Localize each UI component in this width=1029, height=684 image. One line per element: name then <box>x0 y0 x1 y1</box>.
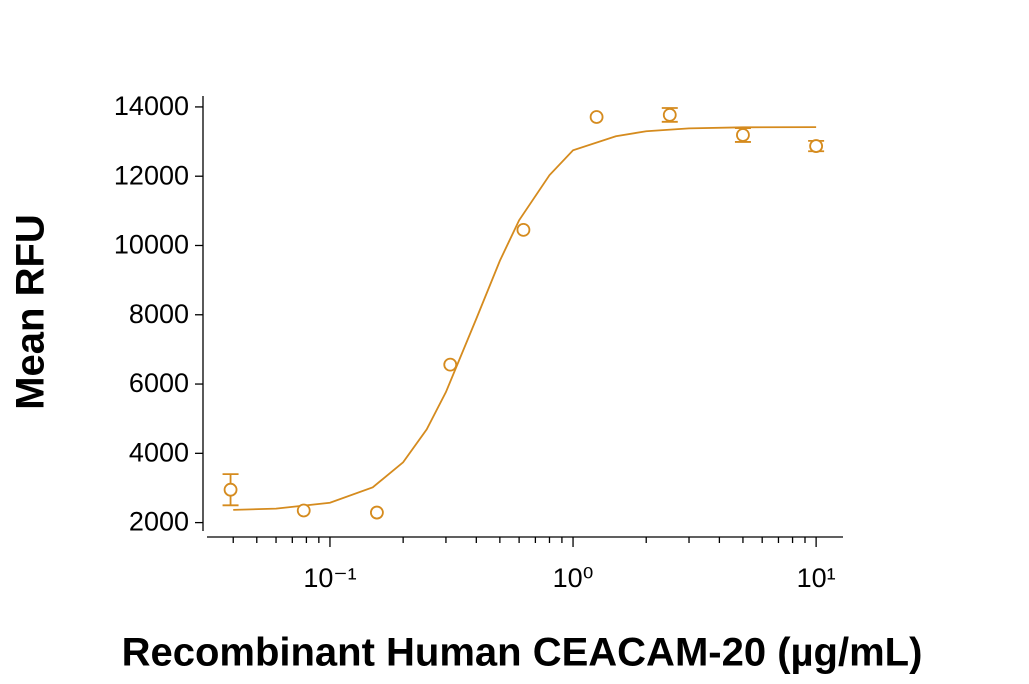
y-tick-label: 2000 <box>129 507 189 537</box>
y-axis-title: Mean RFU <box>9 214 53 410</box>
point <box>736 128 750 142</box>
point <box>443 357 458 372</box>
y-tick-label: 10000 <box>114 230 189 260</box>
x-axis-title: Recombinant Human CEACAM-20 (µg/mL) <box>122 631 923 675</box>
y-tick-label: 8000 <box>129 299 189 329</box>
x-tick-label: 10¹ <box>797 563 836 593</box>
point <box>662 107 677 122</box>
point <box>296 503 311 518</box>
fit-curve <box>233 126 817 511</box>
point <box>223 482 238 497</box>
y-tick-label: 12000 <box>114 160 189 190</box>
point <box>589 110 604 124</box>
point <box>809 139 824 153</box>
y-tick-label: 4000 <box>129 437 189 467</box>
y-tick-label: 14000 <box>114 91 189 121</box>
x-tick-label: 10⁻¹ <box>303 563 356 593</box>
point <box>516 222 531 237</box>
x-tick-label: 10⁰ <box>553 563 594 593</box>
y-tick-label: 6000 <box>129 368 189 398</box>
point <box>370 505 384 520</box>
